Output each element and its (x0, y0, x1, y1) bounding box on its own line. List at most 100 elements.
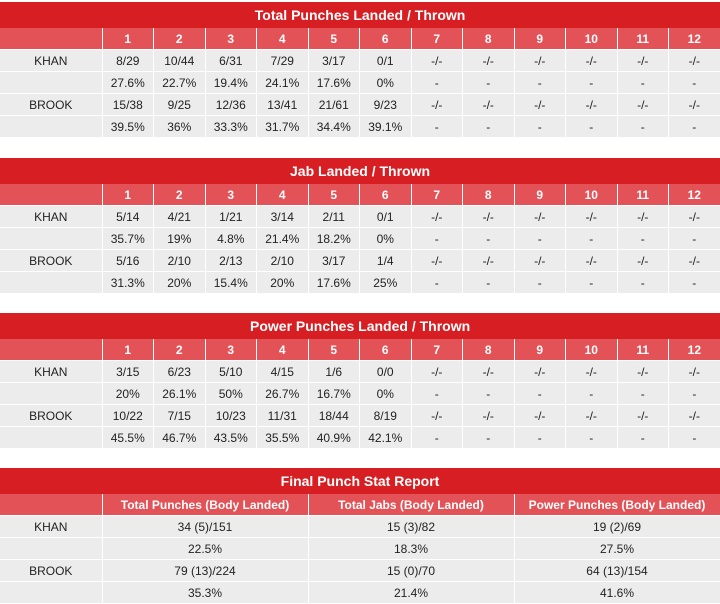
khan-landed-row: KHAN 5/14 4/21 1/21 3/14 2/11 0/1 -/- -/- -/- -/- -… (0, 205, 720, 228)
khan-pct-round-1: 27.6% (102, 71, 154, 94)
fighter-name-spacer (0, 426, 103, 449)
brook-landed-round-5: 3/17 (308, 249, 360, 272)
brook-pct-round-9: - (514, 271, 566, 294)
brook-pct-round-11: - (617, 426, 669, 449)
khan-landed-round-3: 5/10 (205, 360, 257, 383)
brook-landed-round-8: -/- (462, 404, 515, 427)
round-header-9: 9 (514, 184, 566, 206)
khan-pct-round-6: 0% (359, 382, 412, 405)
khan-pct-round-1: 35.7% (102, 227, 154, 250)
khan-pct-round-5: 16.7% (308, 382, 360, 405)
brook-pct-round-9: - (514, 426, 566, 449)
round-header-8: 8 (462, 339, 515, 361)
fighter-name-spacer (0, 581, 103, 604)
khan-pct-round-2: 19% (153, 227, 206, 250)
khan-landed-round-12: -/- (668, 360, 720, 383)
khan-pct-round-6: 0% (359, 71, 412, 94)
total-punches-title: Total Punches Landed / Thrown (0, 2, 720, 28)
brook-pct-round-8: - (462, 271, 515, 294)
brook-landed-round-8: -/- (462, 249, 515, 272)
khan-landed-round-3: 6/31 (205, 49, 257, 72)
header-total-jabs: Total Jabs (Body Landed) (308, 494, 515, 516)
khan-pct-round-3: 50% (205, 382, 257, 405)
khan-pct-round-8: - (462, 382, 515, 405)
brook-landed-round-7: -/- (411, 249, 463, 272)
fighter-name-khan: KHAN (0, 49, 103, 72)
header-power-punches: Power Punches (Body Landed) (514, 494, 720, 516)
brook-landed-round-11: -/- (617, 93, 669, 116)
round-header-row: 1 2 3 4 5 6 7 8 9 10 11 12 (0, 339, 720, 361)
fighter-name-spacer (0, 115, 103, 138)
khan-landed-round-5: 3/17 (308, 49, 360, 72)
round-header-5: 5 (308, 28, 360, 50)
brook-landed-round-6: 1/4 (359, 249, 412, 272)
brook-landed-round-4: 11/31 (256, 404, 309, 427)
brook-pct-round-3: 33.3% (205, 115, 257, 138)
brook-landed-round-2: 9/25 (153, 93, 206, 116)
brook-pct-round-7: - (411, 426, 463, 449)
khan-landed-round-1: 5/14 (102, 205, 154, 228)
khan-pct-round-6: 0% (359, 227, 412, 250)
fighter-name-brook: BROOK (0, 404, 103, 427)
round-header-10: 10 (565, 184, 618, 206)
khan-pct-round-1: 20% (102, 382, 154, 405)
round-header-9: 9 (514, 339, 566, 361)
fighter-name-spacer (0, 537, 103, 560)
brook-landed-round-10: -/- (565, 249, 618, 272)
khan-landed-round-4: 7/29 (256, 49, 309, 72)
round-header-1: 1 (102, 28, 154, 50)
khan-landed-round-1: 8/29 (102, 49, 154, 72)
khan-landed-round-3: 1/21 (205, 205, 257, 228)
brook-pct-round-12: - (668, 271, 720, 294)
khan-landed-round-7: -/- (411, 205, 463, 228)
brook-pct-round-6: 42.1% (359, 426, 412, 449)
brook-pct-round-4: 35.5% (256, 426, 309, 449)
brook-pct-round-8: - (462, 426, 515, 449)
khan-landed-round-10: -/- (565, 360, 618, 383)
round-header-2: 2 (153, 339, 206, 361)
brook-pct-round-6: 39.1% (359, 115, 412, 138)
header-blank-cell (0, 494, 103, 516)
round-header-6: 6 (359, 184, 412, 206)
fighter-name-khan: KHAN (0, 360, 103, 383)
brook-landed-round-1: 5/16 (102, 249, 154, 272)
brook-pct-round-2: 20% (153, 271, 206, 294)
khan-landed-round-1: 3/15 (102, 360, 154, 383)
round-header-10: 10 (565, 28, 618, 50)
khan-final-values-row: KHAN 34 (5)/151 15 (3)/82 19 (2)/69 (0, 515, 720, 538)
brook-pct-round-10: - (565, 426, 618, 449)
khan-final-values-2: 15 (3)/82 (308, 515, 515, 538)
fighter-name-khan: KHAN (0, 205, 103, 228)
brook-landed-round-5: 18/44 (308, 404, 360, 427)
khan-pct-round-9: - (514, 382, 566, 405)
khan-landed-round-4: 3/14 (256, 205, 309, 228)
fighter-name-spacer (0, 271, 103, 294)
brook-landed-round-6: 8/19 (359, 404, 412, 427)
round-header-7: 7 (411, 184, 463, 206)
round-header-7: 7 (411, 28, 463, 50)
round-header-10: 10 (565, 339, 618, 361)
brook-final-values-1: 79 (13)/224 (102, 559, 309, 582)
khan-landed-round-12: -/- (668, 49, 720, 72)
brook-pct-round-4: 31.7% (256, 115, 309, 138)
khan-pct-round-5: 18.2% (308, 227, 360, 250)
round-header-6: 6 (359, 339, 412, 361)
brook-landed-round-5: 21/61 (308, 93, 360, 116)
brook-pct-round-3: 15.4% (205, 271, 257, 294)
khan-pct-round-11: - (617, 382, 669, 405)
khan-final-values-1: 34 (5)/151 (102, 515, 309, 538)
khan-landed-round-11: -/- (617, 360, 669, 383)
brook-landed-row: BROOK 15/38 9/25 12/36 13/41 21/61 9/23 -/- -/- -… (0, 93, 720, 116)
khan-final-values-3: 19 (2)/69 (514, 515, 720, 538)
brook-landed-round-4: 2/10 (256, 249, 309, 272)
brook-pct-round-12: - (668, 426, 720, 449)
final-report-table: Final Punch Stat Report Total Punches (B… (0, 468, 720, 604)
khan-landed-round-5: 2/11 (308, 205, 360, 228)
khan-landed-round-7: -/- (411, 360, 463, 383)
khan-landed-round-9: -/- (514, 205, 566, 228)
brook-final-values-3: 64 (13)/154 (514, 559, 720, 582)
brook-landed-round-12: -/- (668, 93, 720, 116)
jab-section: Jab Landed / Thrown 1 2 3 4 5 6 7 8 9 10 11 12 KHAN… (0, 158, 720, 294)
brook-pct-round-2: 36% (153, 115, 206, 138)
fighter-name-brook: BROOK (0, 93, 103, 116)
